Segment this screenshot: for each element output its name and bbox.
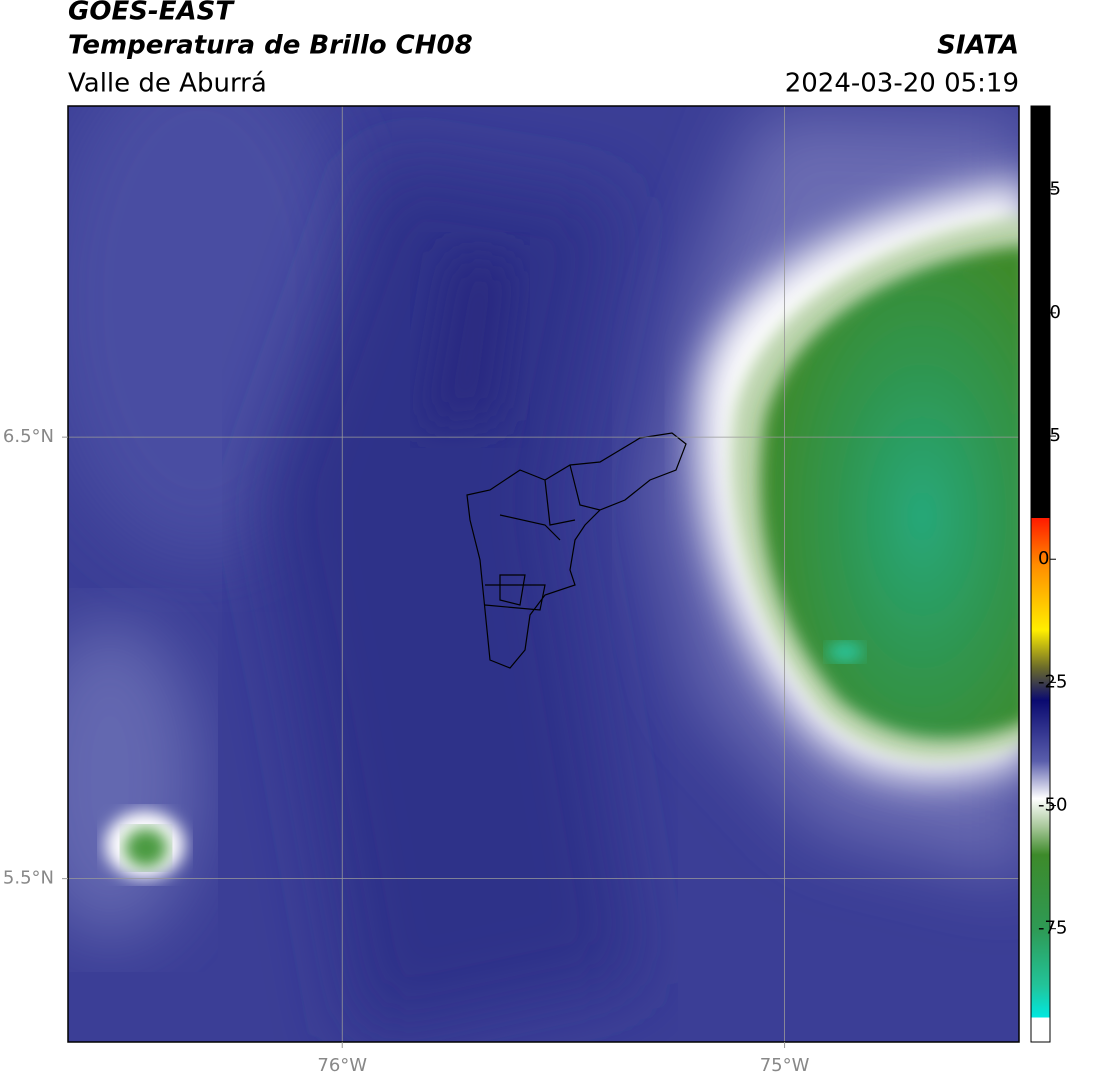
map-frame bbox=[67, 105, 1020, 1043]
subtitle: Temperatura de Brillo CH08 bbox=[68, 31, 473, 61]
colorbar bbox=[1030, 105, 1051, 1043]
colorbar-tick-label: 0 bbox=[1038, 548, 1049, 569]
timestamp: 2024-03-20 05:19 bbox=[785, 69, 1019, 99]
colorbar-tick-label: -25 bbox=[1038, 671, 1067, 692]
title: GOES-EAST bbox=[68, 0, 235, 27]
x-tick-label: 76°W bbox=[317, 1055, 367, 1076]
colorbar-tick-label: 25 bbox=[1038, 425, 1061, 446]
colorbar-tick-label: 50 bbox=[1038, 302, 1061, 323]
grid bbox=[68, 106, 1019, 1042]
colorbar-tick-label: -50 bbox=[1038, 795, 1067, 816]
map-image bbox=[68, 106, 1019, 1042]
region: Valle de Aburrá bbox=[68, 69, 267, 99]
y-tick-label: 6.5°N bbox=[3, 426, 54, 447]
colorbar-tick-label: 75 bbox=[1038, 179, 1061, 200]
x-tick-label: 75°W bbox=[760, 1055, 810, 1076]
source: SIATA bbox=[937, 31, 1019, 61]
y-tick-label: 5.5°N bbox=[3, 868, 54, 889]
colorbar-tick-label: -75 bbox=[1038, 918, 1067, 939]
